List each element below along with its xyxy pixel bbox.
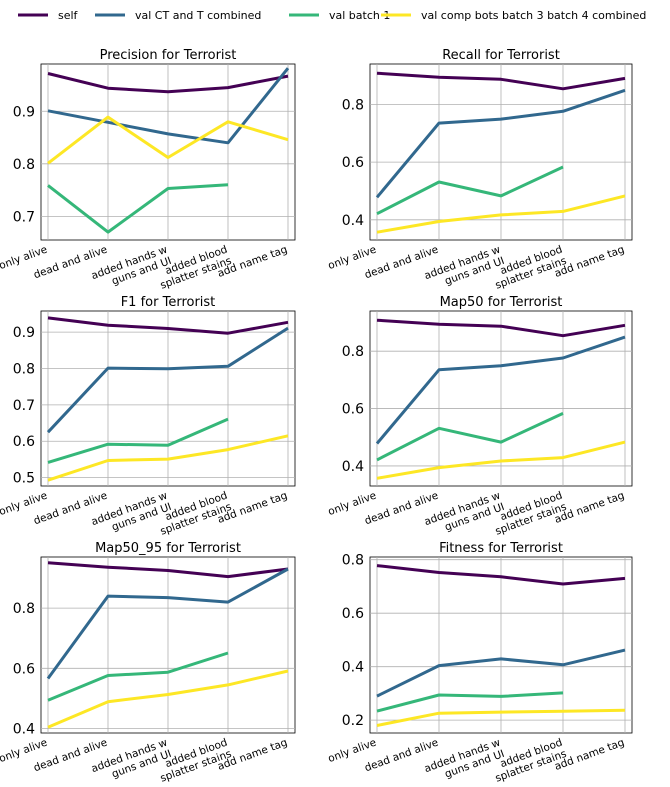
y-tick-label: 0.6 — [342, 155, 364, 171]
legend-label-val-batch-1: val batch 1 — [329, 9, 390, 22]
series-line-val-ct-and-t-combined — [47, 67, 290, 145]
y-tick-label: 0.4 — [342, 213, 364, 229]
y-tick-label: 0.8 — [342, 553, 364, 569]
y-tick-label: 0.8 — [13, 601, 35, 617]
chart-title: Map50_95 for Terrorist — [95, 541, 241, 556]
y-tick-label: 0.9 — [13, 104, 35, 120]
series-line-self — [376, 564, 626, 586]
series-line-val-comp-bots-batch-3-batch-4-combined — [47, 115, 289, 165]
legend-label-val-ct-and-t-combined: val CT and T combined — [135, 9, 261, 22]
chart-title: Fitness for Terrorist — [439, 541, 563, 556]
series-line-val-batch-1 — [376, 691, 564, 713]
legend-item-val-comp-bots: val comp bots batch 3 batch 4 combined — [381, 9, 646, 22]
series-line-val-comp-bots-batch-3-batch-4-combined — [47, 669, 289, 729]
y-tick-label: 0.8 — [342, 344, 364, 360]
series-line-val-batch-1 — [376, 165, 564, 216]
series-line-val-ct-and-t-combined — [375, 335, 626, 445]
series-line-val-batch-1 — [47, 183, 229, 234]
series-line-self — [47, 316, 289, 335]
series-line-val-batch-1 — [376, 412, 564, 462]
y-tick-label: 0.9 — [13, 325, 35, 341]
legend-label-val-comp-bots: val comp bots batch 3 batch 4 combined — [421, 9, 646, 22]
series-line-val-ct-and-t-combined — [46, 567, 289, 680]
series-line-val-comp-bots-batch-3-batch-4-combined — [376, 440, 626, 480]
legend: self val CT and T combined val batch 1 v… — [18, 9, 646, 22]
series-line-self — [47, 561, 289, 579]
series-line-val-batch-1 — [47, 651, 229, 702]
series-line-val-comp-bots-batch-3-batch-4-combined — [47, 434, 289, 482]
y-tick-label: 0.6 — [13, 661, 35, 677]
legend-item-val-batch-1: val batch 1 — [289, 9, 390, 22]
series-line-val-comp-bots-batch-3-batch-4-combined — [376, 708, 626, 727]
y-tick-label: 0.5 — [13, 471, 35, 487]
legend-item-val-ct-and-t-combined: val CT and T combined — [95, 9, 261, 22]
chart-title: Recall for Terrorist — [442, 48, 560, 63]
y-tick-label: 0.6 — [13, 434, 35, 450]
y-tick-label: 0.6 — [342, 402, 364, 418]
y-tick-label: 0.4 — [342, 660, 364, 676]
y-tick-label: 0.8 — [342, 97, 364, 113]
chart-title: F1 for Terrorist — [121, 295, 216, 310]
y-tick-label: 0.6 — [342, 606, 364, 622]
series-line-val-ct-and-t-combined — [376, 648, 626, 698]
y-tick-label: 0.4 — [342, 459, 364, 475]
y-tick-label: 0.8 — [13, 157, 35, 173]
y-tick-label: 0.4 — [13, 721, 35, 737]
series-line-val-ct-and-t-combined — [46, 326, 289, 434]
chart-title: Map50 for Terrorist — [440, 295, 563, 310]
y-tick-label: 0.2 — [342, 713, 364, 729]
y-tick-label: 0.8 — [13, 361, 35, 377]
series-line-self — [47, 72, 289, 94]
series-line-self — [376, 71, 626, 91]
series-line-val-ct-and-t-combined — [375, 88, 626, 199]
y-tick-label: 0.7 — [13, 209, 35, 225]
series-line-self — [376, 318, 626, 338]
legend-label-self: self — [58, 9, 79, 22]
series-line-val-comp-bots-batch-3-batch-4-combined — [376, 194, 626, 234]
y-tick-label: 0.7 — [13, 398, 35, 414]
legend-item-self: self — [18, 9, 79, 22]
chart-title: Precision for Terrorist — [100, 48, 237, 63]
series-line-val-batch-1 — [47, 417, 229, 464]
